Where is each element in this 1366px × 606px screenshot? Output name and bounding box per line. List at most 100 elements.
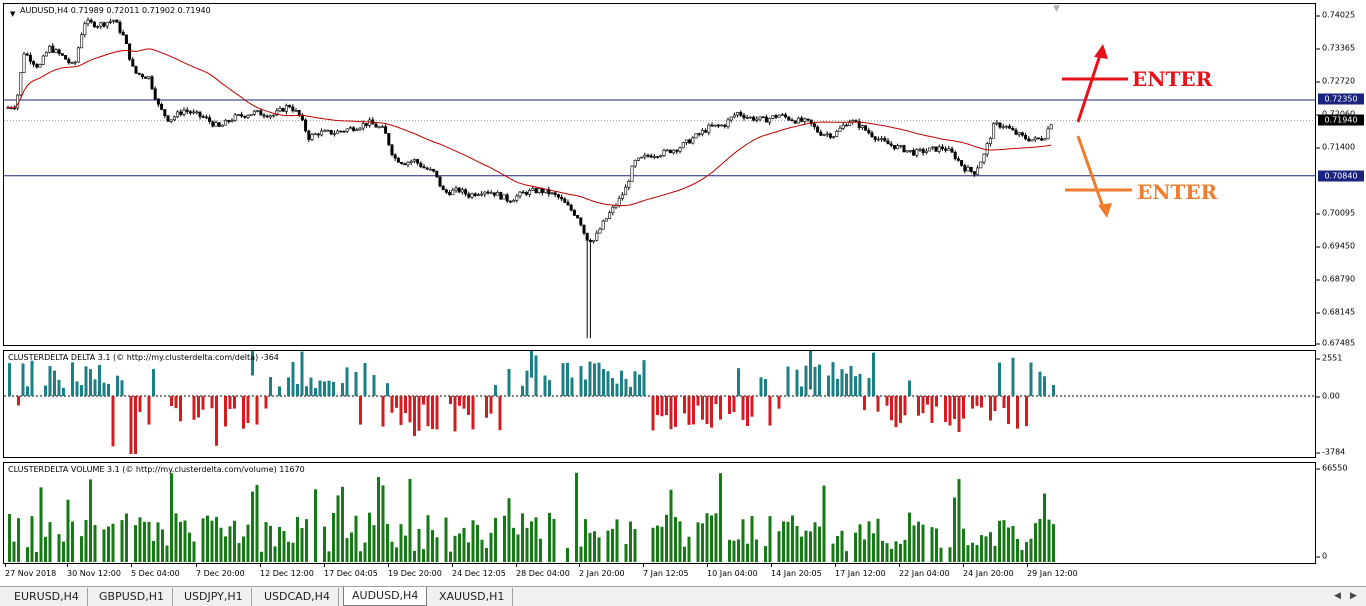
volume-bar bbox=[435, 537, 439, 562]
volume-bar bbox=[125, 513, 128, 562]
candle-body bbox=[611, 206, 615, 213]
candle-body bbox=[220, 124, 224, 127]
volume-bar bbox=[453, 535, 457, 562]
volume-bar bbox=[404, 535, 407, 562]
volume-bar bbox=[174, 513, 178, 562]
candle-body bbox=[809, 119, 813, 125]
delta-bar bbox=[525, 370, 529, 396]
volume-indicator-pane[interactable]: CLUSTERDELTA VOLUME 3.1 (© http://my.clu… bbox=[3, 462, 1316, 564]
delta-bar bbox=[584, 379, 587, 396]
candle-body bbox=[320, 130, 324, 136]
delta-bar bbox=[62, 387, 65, 396]
candle-body bbox=[998, 122, 1002, 128]
delta-bar bbox=[8, 363, 11, 396]
candle-body bbox=[451, 189, 455, 196]
delta-bar bbox=[624, 378, 628, 396]
candle-body bbox=[854, 120, 858, 122]
volume-bar bbox=[966, 545, 970, 562]
tab-usdjpy[interactable]: USDJPY,H1 bbox=[176, 588, 252, 606]
candle-body bbox=[368, 119, 372, 126]
candle-body bbox=[377, 126, 381, 129]
candle-body bbox=[297, 109, 301, 116]
volume-bar bbox=[143, 521, 146, 562]
volume-bar bbox=[660, 526, 664, 562]
volume-bar bbox=[489, 532, 493, 562]
candle-body bbox=[313, 133, 317, 136]
volume-bar bbox=[890, 548, 893, 562]
volume-bar bbox=[732, 540, 736, 562]
volume-bar bbox=[629, 521, 632, 562]
volume-bar bbox=[1047, 519, 1051, 562]
volume-bar bbox=[291, 542, 295, 562]
delta-bar bbox=[885, 396, 889, 406]
price-tick: 0.67485 bbox=[1315, 338, 1356, 348]
candle-body bbox=[307, 130, 311, 140]
candle-body bbox=[80, 34, 84, 49]
candle-body bbox=[1001, 126, 1005, 128]
candle-body bbox=[105, 22, 109, 27]
delta-tick: 2551 bbox=[1315, 353, 1343, 363]
delta-bar bbox=[453, 396, 457, 432]
tab-xauusd[interactable]: XAUUSD,H1 bbox=[431, 588, 514, 606]
delta-bar bbox=[530, 351, 533, 378]
level-tag-lower: 0.70840 bbox=[1318, 170, 1364, 182]
chart-shift-icon[interactable]: ▼ bbox=[1053, 4, 1060, 14]
volume-bar bbox=[251, 491, 254, 562]
chart-menu-icon[interactable]: ▼ bbox=[10, 10, 16, 18]
volume-bar bbox=[48, 522, 52, 562]
delta-bar bbox=[759, 377, 763, 396]
tab-scroll-left-icon[interactable]: ◀ bbox=[1334, 591, 1341, 601]
delta-bar bbox=[899, 396, 902, 423]
candle-body bbox=[716, 124, 720, 127]
delta-bar bbox=[314, 387, 317, 396]
volume-bar bbox=[278, 526, 281, 562]
delta-bar bbox=[710, 396, 713, 428]
candle-body bbox=[828, 133, 832, 138]
tab-audusd[interactable]: AUDUSD,H4 bbox=[343, 587, 428, 606]
candle-body bbox=[502, 194, 506, 200]
candle-body bbox=[713, 124, 717, 127]
volume-bar bbox=[984, 536, 988, 562]
candle-body bbox=[598, 228, 602, 234]
delta-bar bbox=[287, 377, 290, 396]
volume-bar bbox=[669, 489, 673, 562]
delta-indicator-pane[interactable]: CLUSTERDELTA DELTA 3.1 (© http://my.clus… bbox=[3, 350, 1316, 458]
tab-scroll-right-icon[interactable]: ▶ bbox=[1350, 591, 1357, 601]
delta-bar bbox=[737, 368, 740, 396]
delta-bar bbox=[746, 396, 749, 426]
volume-bar bbox=[534, 517, 538, 562]
volume-bar bbox=[858, 524, 862, 562]
volume-bar bbox=[242, 536, 245, 562]
candle-body bbox=[649, 155, 653, 158]
tab-usdcad[interactable]: USDCAD,H4 bbox=[256, 588, 339, 606]
candle-body bbox=[896, 145, 900, 149]
candle-body bbox=[70, 62, 74, 64]
price-tick: 0.73365 bbox=[1315, 43, 1356, 53]
delta-bar bbox=[17, 396, 20, 406]
delta-bar bbox=[741, 396, 745, 420]
delta-bar bbox=[80, 385, 83, 396]
price-axis[interactable]: 0.74025 0.73365 0.72720 0.72060 0.71400 … bbox=[1315, 3, 1366, 348]
volume-bar bbox=[413, 550, 416, 562]
time-label: 27 Nov 2018 bbox=[5, 564, 57, 578]
volume-bar bbox=[993, 545, 997, 562]
candle-body bbox=[937, 146, 941, 152]
time-axis[interactable]: 27 Nov 2018 30 Nov 12:00 5 Dec 04:00 7 D… bbox=[3, 564, 1316, 584]
candle-body bbox=[1036, 137, 1040, 140]
tab-gbpusd[interactable]: GBPUSD,H1 bbox=[91, 588, 173, 606]
price-chart-pane[interactable]: ▼ AUDUSD,H4 0.71989 0.72011 0.71902 0.71… bbox=[3, 3, 1316, 346]
candle-body bbox=[950, 148, 954, 153]
time-label: 5 Dec 04:00 bbox=[131, 564, 180, 578]
volume-bar bbox=[728, 539, 731, 562]
candle-body bbox=[192, 111, 196, 114]
volume-bar bbox=[746, 543, 749, 562]
tab-eurusd[interactable]: EURUSD,H4 bbox=[6, 588, 88, 606]
candle-body bbox=[880, 138, 884, 140]
candle-body bbox=[521, 191, 525, 194]
volume-bar bbox=[71, 521, 74, 562]
volume-bar bbox=[1043, 493, 1046, 562]
candle-body bbox=[1004, 125, 1008, 128]
candle-body bbox=[166, 115, 170, 122]
candle-body bbox=[467, 193, 471, 198]
candle-body bbox=[1033, 137, 1037, 141]
